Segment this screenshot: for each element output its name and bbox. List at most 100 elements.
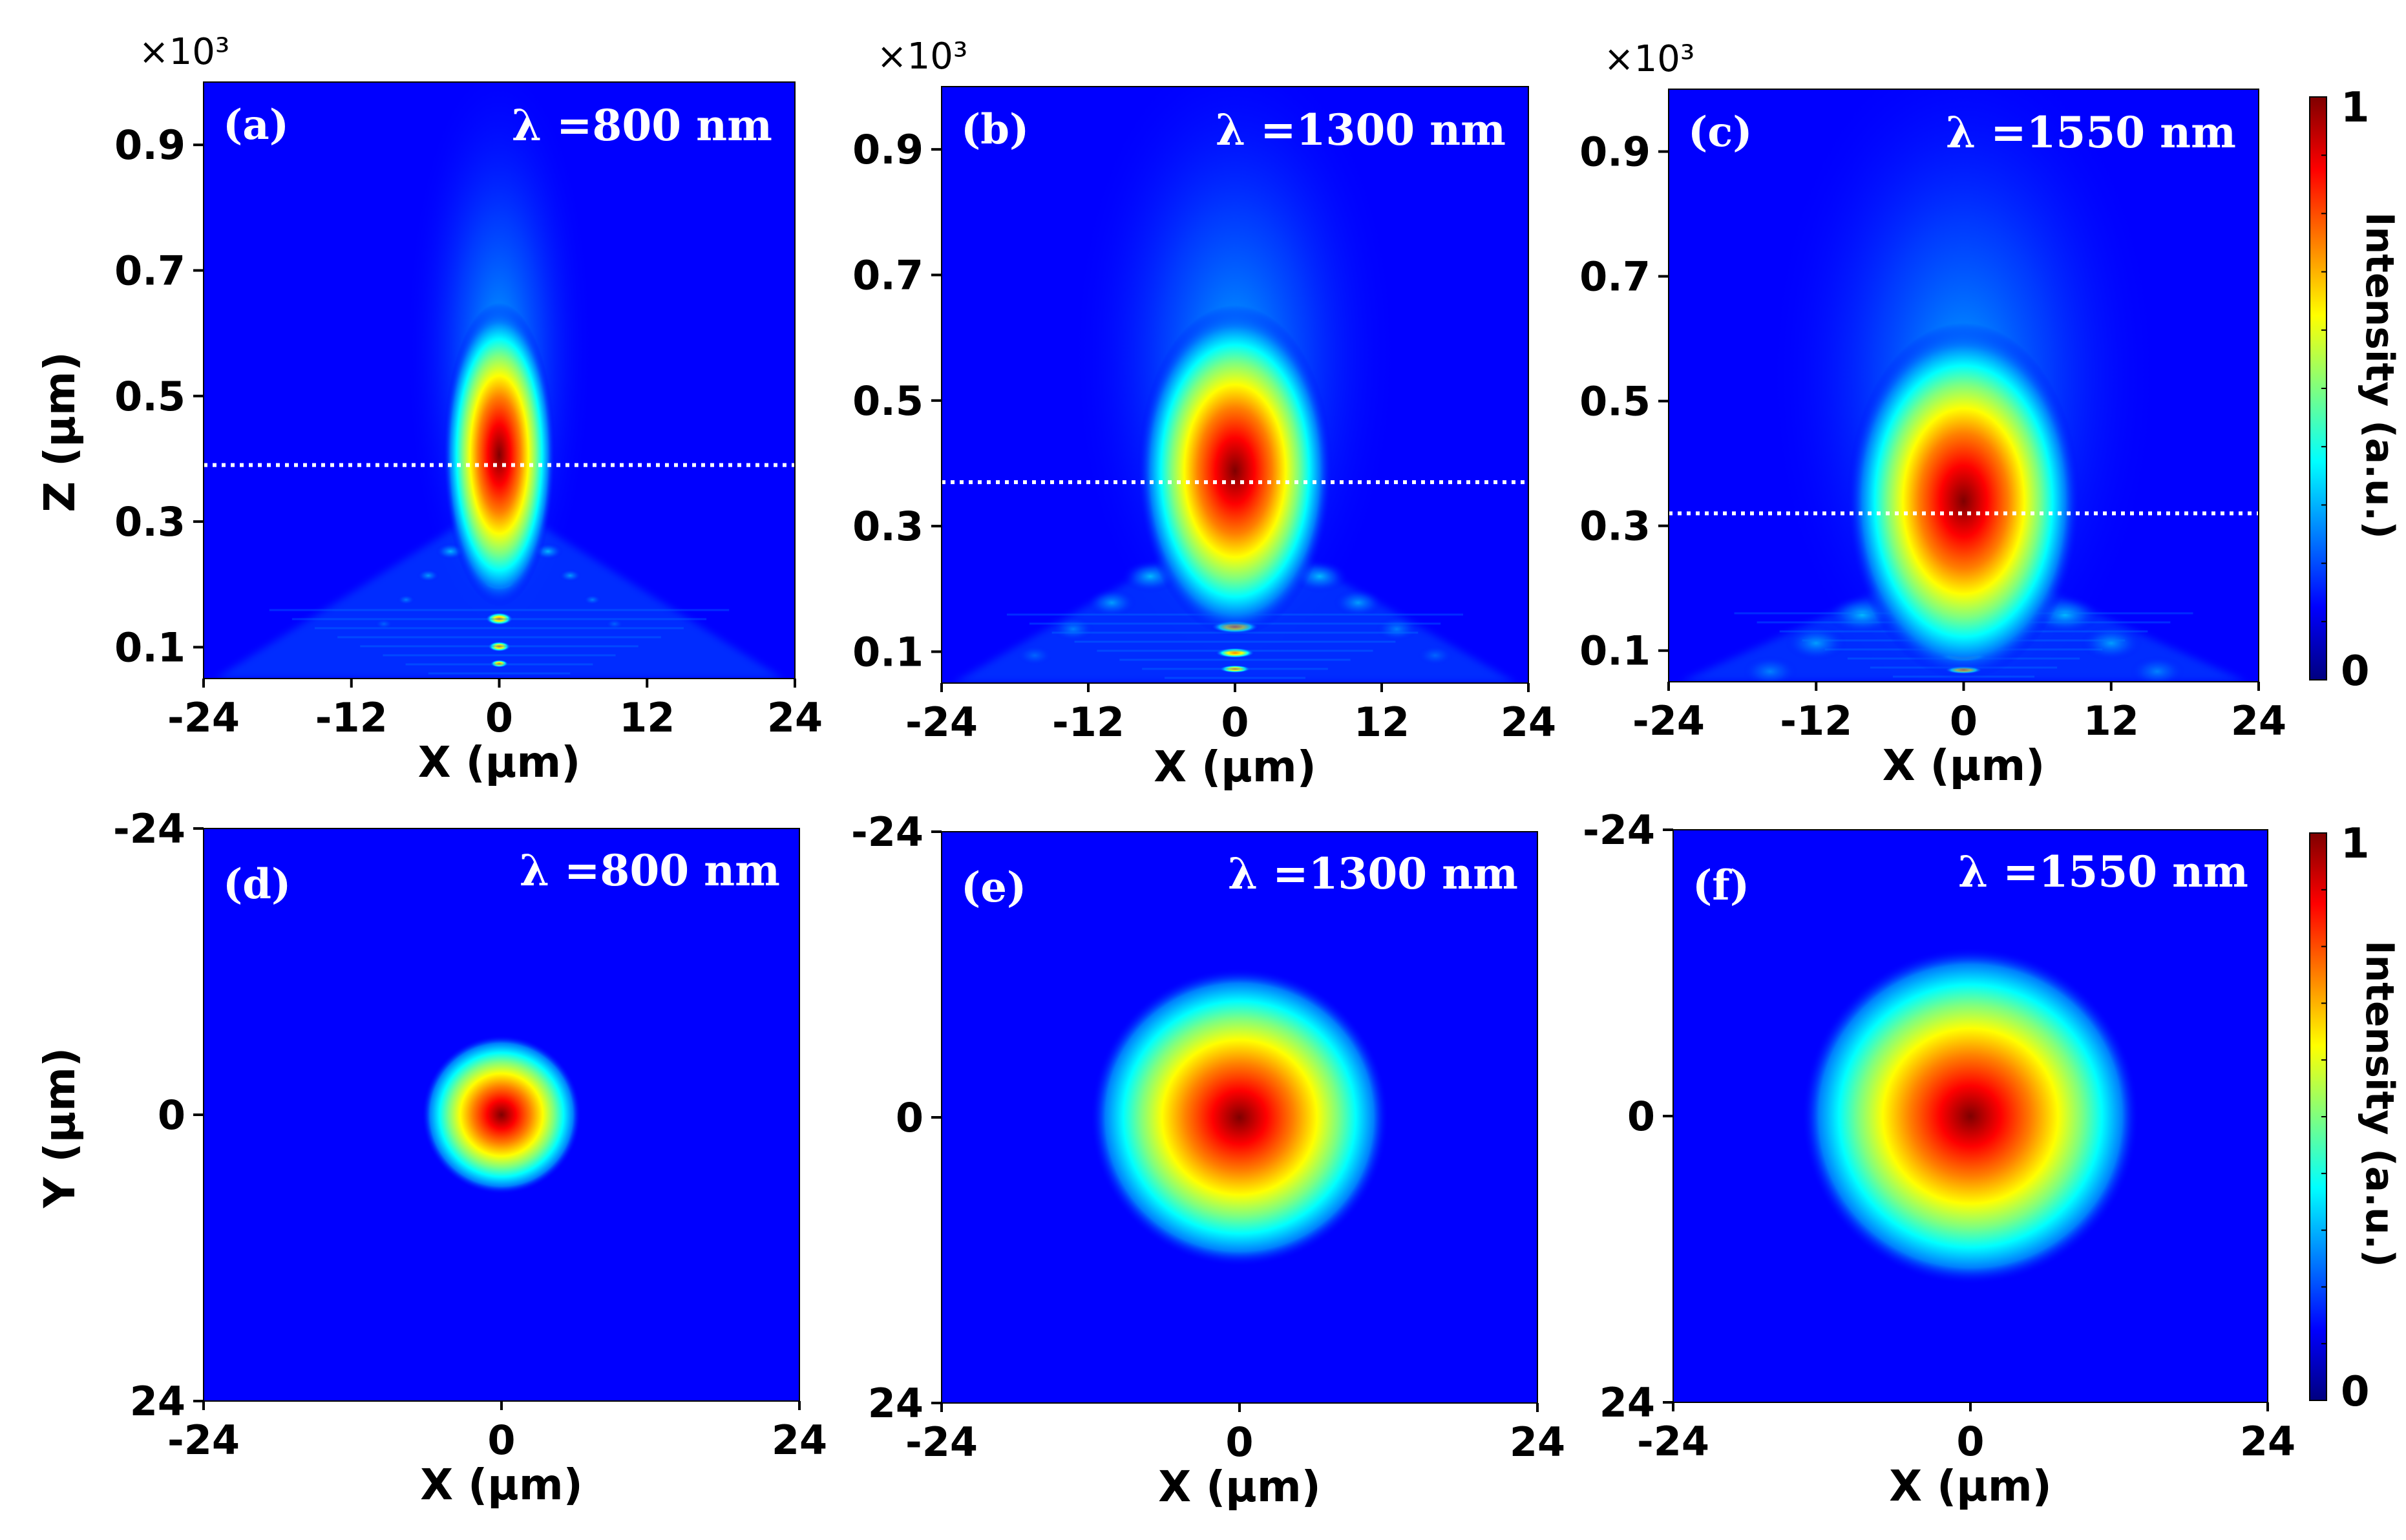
side-lobe [1017,645,1053,666]
y-tick-label: -24 [113,805,185,852]
heatmap-area [1673,830,2268,1402]
x-tick-label: -24 [905,1419,978,1466]
x-axis-label: X (µm) [1889,1461,2052,1511]
axial-spot [1219,665,1251,673]
colorbar-title: Intensity (a.u.) [2357,212,2402,539]
focal-spot [1137,305,1333,637]
side-lobe [1375,617,1419,642]
x-tick-label: 24 [2231,697,2286,744]
x-axis-label: X (µm) [1154,742,1316,792]
colorbar: 1 0 Intensity (a.u.) [2309,84,2402,695]
x-tick-label: -12 [315,694,388,741]
colorbar-min-label: 0 [2341,1368,2370,1416]
side-lobe [1333,588,1384,617]
colorbar-title: Intensity (a.u.) [2357,940,2402,1267]
y-tick-label: 0 [896,1094,923,1141]
y-axis-label: Z (µm) [35,352,85,512]
wavelength-label: λ =1300 nm [1228,849,1518,899]
focal-spot [443,302,556,607]
x-axis-label: X (µm) [420,1460,583,1510]
x-axis-label: X (µm) [418,737,581,787]
focal-spot [422,1035,581,1194]
y-axis-label: Y (µm) [35,1048,85,1208]
side-lobe [1417,645,1453,666]
axial-spot [1215,648,1255,659]
y-tick-label: 0.9 [114,121,185,169]
x-tick-label: 0 [1956,1418,1984,1465]
wavelength-label: λ =1300 nm [1216,105,1506,155]
panel-b: (b) λ =1300 nm -24 -12 0 12 24 0.1 0.3 0.5 0.7 0.9 X… [852,36,1556,792]
y-tick-label: 24 [1599,1379,1655,1426]
y-multiplier: ×10³ [139,31,230,73]
y-tick-label: 0.1 [852,628,923,675]
panel-label: (c) [1688,108,1753,156]
y-tick-label: 0.5 [852,377,923,425]
y-tick-label: 0.7 [1579,253,1651,301]
wavelength-label: λ =800 nm [520,845,780,896]
x-tick-label: -12 [1780,697,1852,744]
y-tick-label: 0.3 [852,503,923,550]
axial-spot [490,659,509,668]
panel-label: (a) [223,101,289,149]
side-lobe [2080,625,2143,661]
y-tick-label: 0.9 [852,126,923,173]
side-lobe [1784,625,1848,661]
panel-label: (e) [961,863,1026,912]
y-tick-label: -24 [851,808,923,856]
y-multiplier: ×10³ [877,36,968,78]
x-tick-label: -24 [905,699,978,746]
side-lobe [1086,588,1137,617]
y-tick-label: 0.5 [114,373,185,420]
y-tick-label: 0.7 [852,251,923,299]
panel-c: (c) λ =1550 nm -24 -12 0 12 24 0.1 0.3 0.5 0.7 0.9 X… [1579,38,2286,790]
heatmap-area [942,832,1537,1403]
colorbar-min-label: 0 [2341,648,2370,695]
colorbar-max-label: 1 [2341,84,2370,132]
side-lobe [1051,617,1095,642]
x-tick-label: -24 [167,694,240,741]
y-tick-label: 0.7 [114,247,185,294]
x-tick-label: -24 [1632,697,1705,744]
side-lobe [417,569,440,582]
wavelength-label: λ =1550 nm [1946,107,2236,158]
x-tick-label: -24 [1637,1418,1709,1465]
y-tick-label: -24 [1583,807,1655,854]
focal-spot [1802,947,2139,1285]
x-tick-label: 12 [2084,697,2139,744]
y-tick-label: 24 [130,1378,185,1425]
x-axis-label: X (µm) [1158,1462,1321,1512]
x-tick-label: 0 [487,1417,515,1464]
x-tick-label: -24 [167,1417,240,1464]
x-tick-label: 0 [1225,1419,1253,1466]
side-lobe [1742,655,1799,682]
side-lobe [558,569,582,582]
focal-spot [1090,968,1389,1267]
axial-spot [485,612,514,626]
x-tick-label: 0 [485,694,513,741]
heatmap-area [1669,89,2259,682]
y-tick-label: 0 [1627,1093,1655,1140]
y-tick-label: 0.3 [114,498,185,545]
wavelength-label: λ =800 nm [512,100,772,151]
heatmap-area [942,87,1528,683]
x-tick-label: 24 [2240,1418,2295,1465]
y-tick-label: 0.1 [114,624,185,671]
x-tick-label: -12 [1052,699,1124,746]
x-tick-label: 12 [1354,699,1409,746]
x-tick-label: 24 [772,1417,827,1464]
x-tick-label: 24 [767,694,823,741]
side-lobe [2129,655,2186,682]
y-tick-label: 0.1 [1579,628,1651,675]
y-tick-label: 0 [158,1092,185,1139]
wavelength-label: λ =1550 nm [1958,847,2248,897]
y-tick-label: 0.5 [1579,378,1651,425]
side-lobe [583,595,602,606]
axial-spot [487,641,511,652]
panel-label: (d) [223,860,291,909]
panel-a: (a) λ =800 nm -24 -12 0 12 24 0.1 0.3 0.5 0.7 0.9 X … [35,31,823,787]
y-tick-label: 24 [868,1380,923,1427]
